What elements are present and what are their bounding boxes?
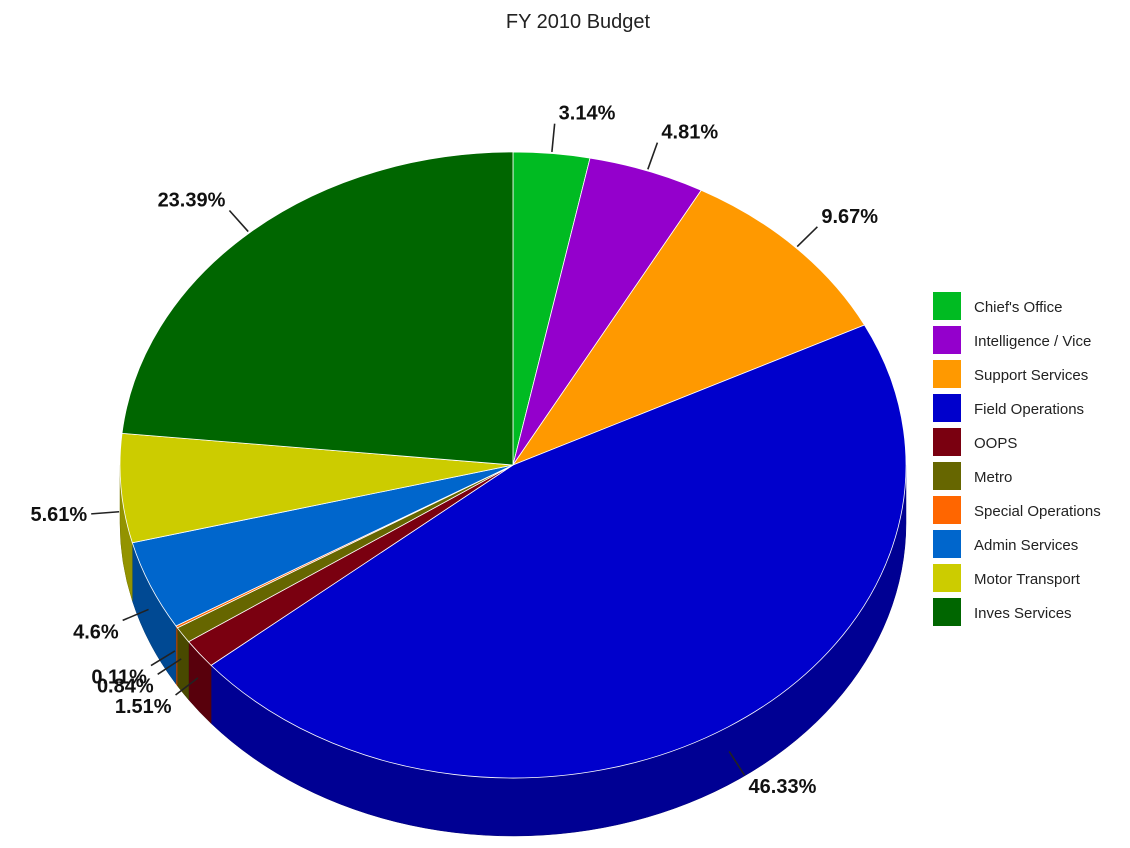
pie-slice-support-services [511,189,866,466]
legend-label-field-operations: Field Operations [974,401,1084,418]
percent-label-admin-services: 4.6% [73,621,119,643]
pie-slice-inves-services [121,151,514,466]
percent-label-inves-services: 23.39% [158,189,226,211]
legend-swatch-metro [933,462,961,490]
percent-label-support-services: 9.67% [821,206,878,228]
leader-line-support-services [796,226,818,248]
legend-swatch-chief-s-office [933,292,961,320]
legend-label-admin-services: Admin Services [974,537,1078,554]
chart-title: FY 2010 Budget [506,11,651,33]
leader-line-admin-services [122,608,149,622]
legend-label-support-services: Support Services [974,367,1088,384]
legend-label-metro: Metro [974,469,1012,486]
pie-slice-field-operations [210,324,907,779]
legend-swatch-support-services [933,360,961,388]
legend-label-oops: OOPS [974,435,1017,452]
percent-label-metro: 0.84% [97,675,154,697]
leader-line-metro [157,658,182,675]
leader-line-motor-transport [91,510,120,515]
leader-line-oops [175,677,199,696]
legend-swatch-inves-services [933,598,961,626]
pie-slice-motor-transport [119,432,514,544]
percent-label-field-operations: 46.33% [749,776,817,798]
legend-swatch-intelligence-vice [933,326,961,354]
legend-swatch-oops [933,428,961,456]
legend-swatch-field-operations [933,394,961,422]
legend-label-special-operations: Special Operations [974,503,1101,520]
legend-swatch-special-operations [933,496,961,524]
legend: Chief's Office Intelligence / Vice Support… [933,292,1101,626]
percent-label-motor-transport: 5.61% [30,504,87,526]
percent-label-oops: 1.51% [115,696,172,718]
legend-swatch-motor-transport [933,564,961,592]
pie-tops [119,151,907,779]
legend-label-intelligence-vice: Intelligence / Vice [974,333,1091,350]
leader-line-field-operations [728,751,746,776]
leader-line-intelligence-vice [647,142,659,170]
leader-line-inves-services [228,209,249,233]
percent-label-chief-s-office: 3.14% [559,103,616,125]
leader-line-special-operations [150,650,176,667]
legend-label-inves-services: Inves Services [974,605,1072,622]
leader-line-chief-s-office [551,123,556,153]
legend-swatch-admin-services [933,530,961,558]
legend-label-motor-transport: Motor Transport [974,571,1081,588]
percent-label-intelligence-vice: 4.81% [661,122,718,144]
legend-label-chief-s-office: Chief's Office [974,299,1062,316]
pie-labels: 3.14% 4.81% 9.67% 46.33% 1.51%0.84%0.11% 4.6%… [30,103,878,799]
percent-label-special-operations: 0.11% [91,667,147,689]
